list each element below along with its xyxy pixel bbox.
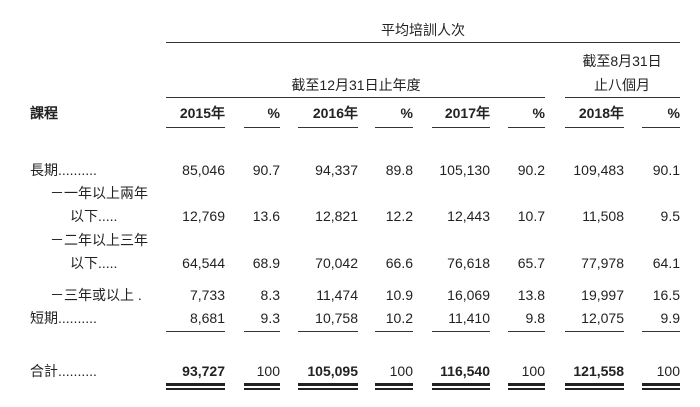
column-header: 2017年 xyxy=(444,105,490,121)
subtotal-underline xyxy=(432,331,490,332)
cell: 105,130 xyxy=(439,162,490,178)
cell: 7,733 xyxy=(189,287,225,303)
row-label: 短期.......... xyxy=(30,310,97,326)
cell: 12.2 xyxy=(385,208,413,224)
header-underline xyxy=(642,127,680,128)
header-underline xyxy=(375,127,413,128)
row-label: －一年以上兩年 xyxy=(50,185,148,201)
column-header-course: 課程 xyxy=(30,105,58,121)
cell: 16,069 xyxy=(447,287,490,303)
annual-divider xyxy=(166,97,545,98)
header-underline xyxy=(244,127,280,128)
cell: 16.5 xyxy=(652,287,680,303)
interim-title-1: 截至8月31日 xyxy=(582,53,662,69)
cell: 64,544 xyxy=(182,255,225,271)
total-cell: 100 xyxy=(389,363,413,379)
cell: 89.8 xyxy=(385,162,413,178)
cell: 11,410 xyxy=(448,310,490,326)
subtotal-underline xyxy=(642,331,680,332)
cell: 9.3 xyxy=(260,310,280,326)
cell: 9.8 xyxy=(525,310,545,326)
subtotal-underline xyxy=(166,331,225,332)
column-header: 2015年 xyxy=(179,105,225,121)
cell: 10,758 xyxy=(315,310,358,326)
total-double-underline xyxy=(244,383,280,390)
row-label: －二年以上三年 xyxy=(50,232,148,248)
total-cell: 116,540 xyxy=(440,363,490,379)
cell: 8,681 xyxy=(189,310,225,326)
header-underline xyxy=(298,127,358,128)
cell: 10.9 xyxy=(385,287,413,303)
cell: 94,337 xyxy=(315,162,358,178)
row-label: 以下..... xyxy=(70,255,118,271)
subtotal-underline xyxy=(565,331,624,332)
subtotal-underline xyxy=(244,331,280,332)
header-underline xyxy=(565,127,624,128)
cell: 66.6 xyxy=(385,255,413,271)
cell: 64.1 xyxy=(652,255,680,271)
column-header: % xyxy=(400,105,413,121)
subtotal-underline xyxy=(298,331,358,332)
header-underline xyxy=(432,127,490,128)
cell: 12,821 xyxy=(315,208,358,224)
total-double-underline xyxy=(298,383,358,390)
cell: 12,075 xyxy=(581,310,624,326)
total-double-underline xyxy=(565,383,624,390)
column-header: 2018年 xyxy=(578,105,624,121)
cell: 65.7 xyxy=(517,255,545,271)
cell: 77,978 xyxy=(581,255,624,271)
cell: 13.8 xyxy=(517,287,545,303)
row-label: 長期.......... xyxy=(30,162,97,178)
total-cell: 100 xyxy=(521,363,545,379)
cell: 12,443 xyxy=(447,208,490,224)
cell: 68.9 xyxy=(252,255,280,271)
row-label: －三年或以上 . xyxy=(50,287,142,303)
column-header: 2016年 xyxy=(312,105,358,121)
cell: 109,483 xyxy=(573,162,624,178)
total-cell: 100 xyxy=(256,363,280,379)
cell: 11,508 xyxy=(582,208,624,224)
total-double-underline xyxy=(432,383,490,390)
cell: 12,769 xyxy=(182,208,225,224)
column-header: % xyxy=(532,105,545,121)
header-underline xyxy=(166,127,225,128)
group-divider xyxy=(166,42,680,43)
subtotal-underline xyxy=(508,331,545,332)
subtotal-underline xyxy=(375,331,413,332)
cell: 9.5 xyxy=(660,208,680,224)
total-double-underline xyxy=(642,383,680,390)
cell: 10.2 xyxy=(385,310,413,326)
group-title: 平均培訓人次 xyxy=(381,22,465,38)
total-cell: 100 xyxy=(656,363,680,379)
total-cell: 121,558 xyxy=(573,363,624,379)
cell: 11,474 xyxy=(316,287,358,303)
interim-title-2: 止八個月 xyxy=(594,77,650,93)
cell: 9.9 xyxy=(660,310,680,326)
column-header: % xyxy=(667,105,680,121)
cell: 90.2 xyxy=(517,162,545,178)
total-double-underline xyxy=(166,383,225,390)
cell: 70,042 xyxy=(315,255,358,271)
header-underline xyxy=(508,127,545,128)
total-double-underline xyxy=(375,383,413,390)
cell: 90.1 xyxy=(652,162,680,178)
column-header: % xyxy=(267,105,280,121)
total-cell: 105,095 xyxy=(307,363,358,379)
total-cell: 93,727 xyxy=(182,363,225,379)
total-double-underline xyxy=(508,383,545,390)
interim-divider xyxy=(565,97,680,98)
cell: 19,997 xyxy=(581,287,624,303)
cell: 13.6 xyxy=(252,208,280,224)
row-label: 以下..... xyxy=(70,208,118,224)
cell: 90.7 xyxy=(252,162,280,178)
annual-title: 截至12月31日止年度 xyxy=(291,77,421,93)
total-label: 合計.......... xyxy=(30,363,97,379)
cell: 76,618 xyxy=(447,255,490,271)
cell: 10.7 xyxy=(517,208,545,224)
cell: 8.3 xyxy=(260,287,280,303)
cell: 85,046 xyxy=(182,162,225,178)
